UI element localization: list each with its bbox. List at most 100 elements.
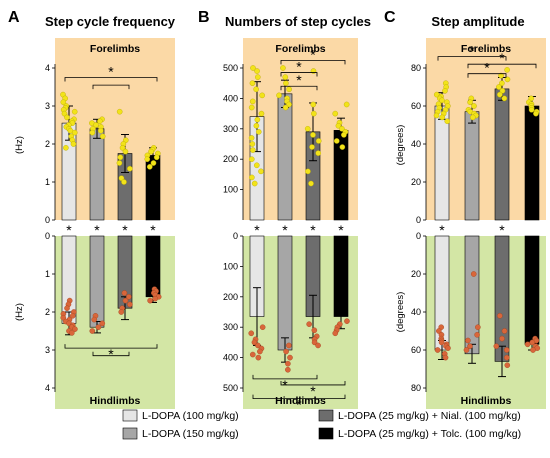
data-point (248, 104, 255, 111)
tick-label: 300 (223, 322, 238, 332)
legend-label: L-DOPA (150 mg/kg) (142, 428, 239, 440)
data-point (339, 126, 345, 132)
data-point (439, 97, 445, 104)
data-point (469, 114, 476, 121)
data-point (311, 110, 317, 117)
panel-letter-C: C (384, 9, 396, 26)
data-point (147, 297, 153, 304)
data-point (148, 148, 154, 155)
data-point (493, 343, 500, 350)
legend-label: L-DOPA (25 mg/kg) + Nial. (100 mg/kg) (338, 410, 521, 422)
significance-bracket (252, 374, 318, 380)
separator-star: * (254, 222, 260, 238)
tick-label: 0 (233, 231, 238, 241)
separator-star: * (282, 222, 288, 238)
data-point (499, 80, 505, 86)
data-point (471, 103, 477, 109)
tick-label: 80 (411, 383, 421, 393)
data-point (332, 110, 339, 117)
data-point (248, 135, 255, 141)
bar (277, 93, 293, 221)
tick-label: 500 (223, 63, 238, 73)
data-point (496, 84, 502, 90)
significance-star: * (469, 43, 475, 59)
data-point (91, 316, 98, 323)
data-point (465, 337, 471, 344)
data-point (528, 107, 535, 113)
data-point (153, 154, 160, 161)
legend-swatch (318, 427, 334, 440)
tick-label: 3 (45, 101, 50, 111)
bar (464, 111, 480, 221)
tick-label: 80 (411, 63, 421, 73)
chart-layer (52, 56, 541, 400)
significance-star: * (296, 397, 302, 413)
data-point (339, 144, 346, 150)
data-point (504, 76, 511, 83)
bar (494, 235, 510, 362)
legend-label: L-DOPA (100 mg/kg) (142, 410, 239, 422)
data-point (249, 80, 256, 86)
data-point (286, 342, 292, 349)
data-point (286, 86, 292, 93)
data-point (304, 126, 311, 132)
data-point (504, 354, 510, 361)
data-point (97, 118, 103, 124)
data-point (95, 324, 102, 331)
tick-label: 0 (416, 215, 421, 225)
data-point (122, 148, 129, 155)
data-point (122, 297, 129, 304)
data-point (503, 347, 510, 353)
data-point (60, 99, 67, 105)
data-point (150, 160, 157, 166)
separator-star: * (122, 222, 128, 238)
significance-star: * (310, 46, 316, 62)
data-point (309, 144, 315, 150)
significance-star: * (296, 72, 302, 88)
data-point (64, 305, 70, 312)
tick-label: 20 (411, 269, 421, 279)
data-point (498, 72, 504, 79)
data-point (438, 339, 445, 346)
tick-label: 1 (45, 177, 50, 187)
forelimbs-label: Forelimbs (461, 43, 511, 55)
data-point (126, 293, 132, 300)
tick-label: 60 (411, 345, 421, 355)
tick-label: 2 (45, 139, 50, 149)
significance-bracket (467, 63, 537, 69)
tick-label: 40 (411, 307, 421, 317)
data-point (254, 116, 261, 123)
data-point (341, 132, 347, 138)
panel-letter-A: A (8, 9, 20, 26)
data-point (470, 271, 477, 277)
separator-star: * (499, 222, 505, 238)
text-layer: A Step cycle frequency Forelimbs Hindlimbs 0… (8, 9, 525, 413)
data-point (63, 144, 69, 151)
tick-label: 2 (45, 307, 50, 317)
data-point (475, 324, 481, 331)
data-point (250, 147, 256, 153)
data-point (93, 122, 99, 128)
data-point (253, 122, 260, 129)
data-point (99, 320, 106, 327)
data-point (442, 88, 448, 94)
y-axis-label-top: (Hz) (14, 136, 25, 154)
significance-star: * (108, 346, 114, 362)
tick-label: 0 (45, 231, 50, 241)
tick-label: 4 (45, 383, 50, 393)
legend-label: L-DOPA (25 mg/kg) + Tolc. (100 mg/kg) (338, 428, 521, 440)
data-point (117, 154, 124, 161)
data-point (306, 321, 312, 327)
tick-label: 200 (223, 292, 238, 302)
significance-bracket (280, 85, 318, 91)
data-point (433, 112, 440, 119)
tick-label: 60 (411, 101, 421, 111)
significance-bracket (252, 394, 346, 400)
data-point (463, 347, 470, 353)
significance-bracket (64, 77, 158, 82)
data-point (248, 330, 255, 337)
data-point (305, 168, 311, 175)
tick-label: 0 (416, 231, 421, 241)
legend-swatch (122, 427, 138, 440)
data-point (258, 110, 265, 117)
